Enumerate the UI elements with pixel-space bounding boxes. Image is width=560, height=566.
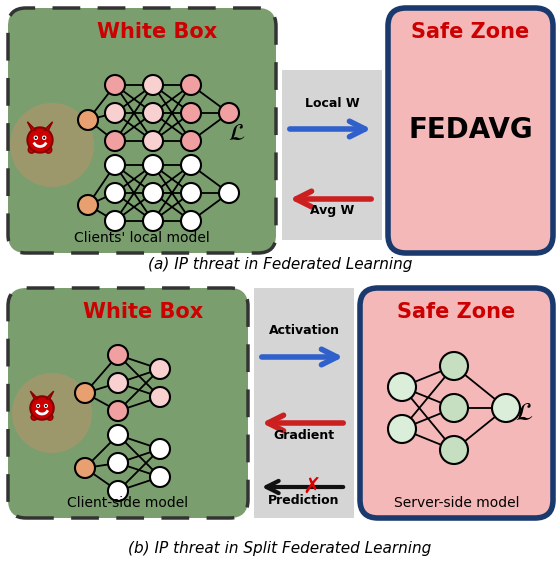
Circle shape (105, 103, 125, 123)
Polygon shape (44, 122, 53, 130)
Circle shape (28, 147, 35, 153)
Circle shape (105, 155, 125, 175)
Circle shape (388, 415, 416, 443)
Circle shape (105, 183, 125, 203)
Text: $\mathcal{L}$: $\mathcal{L}$ (228, 121, 246, 145)
Circle shape (42, 135, 46, 140)
Text: Clients' local model: Clients' local model (74, 231, 210, 245)
Text: Activation: Activation (268, 324, 339, 337)
FancyBboxPatch shape (388, 8, 553, 253)
Circle shape (150, 439, 170, 459)
Polygon shape (46, 391, 54, 399)
Circle shape (75, 458, 95, 478)
Bar (282, 70, 382, 240)
Circle shape (108, 345, 128, 365)
Circle shape (27, 127, 53, 153)
Circle shape (143, 103, 163, 123)
Circle shape (10, 103, 94, 187)
Text: Avg W: Avg W (310, 204, 354, 217)
FancyBboxPatch shape (8, 8, 276, 253)
Circle shape (35, 136, 37, 139)
Circle shape (46, 414, 53, 420)
Polygon shape (27, 122, 36, 130)
Circle shape (219, 103, 239, 123)
Text: Client-side model: Client-side model (67, 496, 189, 510)
Circle shape (143, 155, 163, 175)
FancyBboxPatch shape (8, 288, 248, 518)
Circle shape (108, 453, 128, 473)
Text: (b) IP threat in Split Federated Learning: (b) IP threat in Split Federated Learnin… (128, 541, 432, 555)
Circle shape (108, 481, 128, 501)
Polygon shape (30, 391, 38, 399)
Text: Safe Zone: Safe Zone (398, 302, 516, 322)
Circle shape (37, 405, 39, 407)
Text: (a) IP threat in Federated Learning: (a) IP threat in Federated Learning (148, 258, 412, 272)
Bar (254, 288, 354, 518)
Circle shape (181, 103, 201, 123)
Circle shape (181, 183, 201, 203)
Circle shape (388, 373, 416, 401)
Circle shape (108, 401, 128, 421)
Circle shape (181, 75, 201, 95)
Circle shape (30, 396, 54, 420)
Circle shape (45, 147, 52, 153)
Text: White Box: White Box (97, 22, 217, 42)
Circle shape (150, 359, 170, 379)
Circle shape (43, 136, 45, 139)
Text: Server-side model: Server-side model (394, 496, 519, 510)
Text: White Box: White Box (83, 302, 203, 322)
Circle shape (31, 414, 38, 420)
Text: Local W: Local W (305, 97, 360, 110)
Circle shape (78, 195, 98, 215)
Circle shape (105, 211, 125, 231)
Circle shape (150, 387, 170, 407)
Circle shape (492, 394, 520, 422)
Circle shape (440, 394, 468, 422)
Circle shape (105, 131, 125, 151)
Circle shape (12, 373, 92, 453)
Circle shape (105, 75, 125, 95)
Text: FEDAVG: FEDAVG (408, 116, 533, 144)
Text: $\mathcal{L}$: $\mathcal{L}$ (515, 401, 533, 425)
Circle shape (143, 131, 163, 151)
Circle shape (440, 436, 468, 464)
Circle shape (34, 135, 38, 140)
Circle shape (440, 352, 468, 380)
Text: Prediction: Prediction (268, 494, 340, 507)
Text: Gradient: Gradient (273, 429, 334, 442)
Circle shape (44, 404, 48, 408)
Text: Safe Zone: Safe Zone (412, 22, 530, 42)
Circle shape (143, 75, 163, 95)
Circle shape (181, 155, 201, 175)
Circle shape (75, 383, 95, 403)
Circle shape (143, 211, 163, 231)
Circle shape (150, 467, 170, 487)
Circle shape (45, 405, 47, 407)
Circle shape (181, 131, 201, 151)
Circle shape (36, 404, 40, 408)
Circle shape (219, 183, 239, 203)
Circle shape (78, 110, 98, 130)
Circle shape (108, 373, 128, 393)
Text: ✗: ✗ (303, 477, 321, 497)
FancyBboxPatch shape (360, 288, 553, 518)
Circle shape (143, 183, 163, 203)
Circle shape (108, 425, 128, 445)
Circle shape (181, 211, 201, 231)
